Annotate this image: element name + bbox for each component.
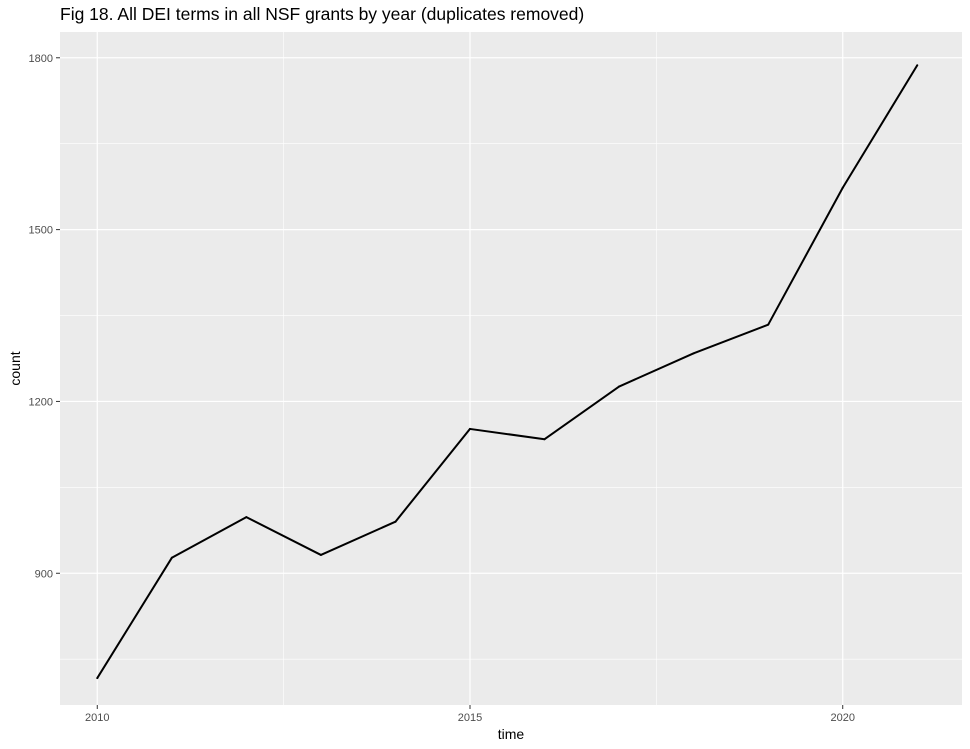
chart-title: Fig 18. All DEI terms in all NSF grants … [60, 4, 585, 24]
x-axis-title: time [498, 726, 525, 742]
data-point [469, 427, 471, 430]
y-tick-label: 1500 [29, 225, 53, 237]
data-point [96, 677, 99, 680]
data-point [841, 186, 844, 189]
data-point [319, 553, 322, 556]
series-layer [96, 64, 919, 680]
y-tick-label: 1200 [29, 396, 53, 408]
axis-ticks [56, 57, 844, 709]
data-point [170, 556, 173, 559]
x-tick-label: 2020 [830, 712, 854, 724]
data-point [394, 520, 397, 523]
series-line [96, 64, 919, 679]
data-point [692, 352, 695, 355]
data-point [543, 438, 546, 441]
data-point [916, 64, 919, 67]
data-point [618, 385, 621, 388]
x-tick-label: 2010 [85, 712, 109, 724]
data-point [767, 323, 770, 326]
x-tick-label: 2015 [458, 712, 482, 724]
y-tick-label: 1800 [29, 53, 53, 65]
minor-gridlines [60, 32, 962, 705]
tick-labels: 2010 2015 2020 900 1200 1500 1800 [29, 53, 855, 724]
major-gridlines [60, 32, 962, 705]
y-axis-title: count [7, 351, 23, 385]
y-tick-label: 900 [35, 568, 53, 580]
plot-panel [60, 32, 962, 705]
data-point [245, 516, 248, 519]
